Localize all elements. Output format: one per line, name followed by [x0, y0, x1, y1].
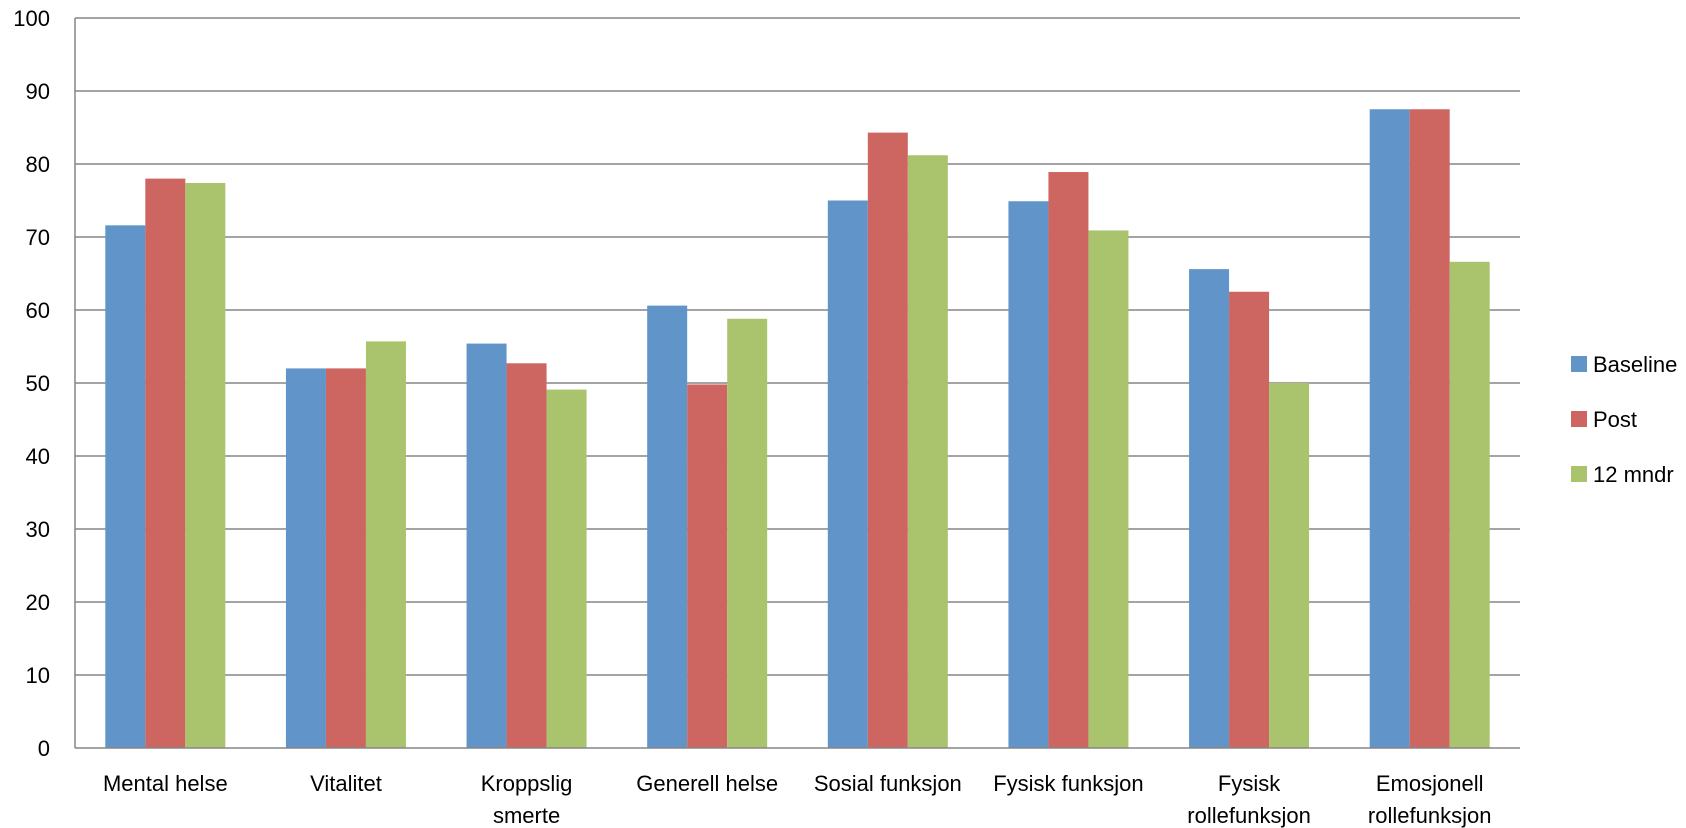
x-tick-label: smerte — [493, 803, 560, 828]
bar-post — [325, 368, 366, 748]
axes — [74, 18, 1520, 749]
y-tick-label: 20 — [26, 590, 50, 615]
bar-12-mndr — [1449, 261, 1490, 748]
bar-post — [1048, 172, 1089, 748]
y-tick-label: 90 — [26, 79, 50, 104]
y-tick-label: 50 — [26, 371, 50, 396]
x-tick-label: Fysisk funksjon — [993, 771, 1143, 796]
legend-label: Baseline — [1593, 352, 1677, 377]
bar-baseline — [647, 305, 688, 748]
bar-post — [506, 363, 547, 748]
x-tick-label: Sosial funksjon — [814, 771, 962, 796]
bar-baseline — [466, 343, 507, 748]
x-tick-label: Mental helse — [103, 771, 228, 796]
y-tick-label: 70 — [26, 225, 50, 250]
bar-baseline — [1008, 201, 1049, 749]
bar-baseline — [285, 368, 326, 748]
bar-12-mndr — [546, 389, 587, 748]
legend-swatch — [1571, 411, 1587, 427]
bars — [105, 109, 1490, 749]
bar-baseline — [1189, 269, 1230, 748]
bar-post — [145, 178, 186, 749]
y-tick-label: 60 — [26, 298, 50, 323]
bar-post — [1409, 109, 1450, 748]
y-tick-label: 100 — [13, 6, 50, 31]
x-tick-label: rollefunksjon — [1187, 803, 1311, 828]
y-tick-label: 10 — [26, 663, 50, 688]
bar-post — [867, 132, 908, 749]
x-axis-tick-labels: Mental helse Vitalitet Kroppslig smerte Gene… — [103, 771, 1492, 828]
bar-12-mndr — [727, 318, 768, 748]
legend-swatch — [1571, 466, 1587, 482]
x-tick-label: rollefunksjon — [1368, 803, 1492, 828]
legend-swatch — [1571, 356, 1587, 372]
bar-post — [687, 384, 728, 748]
y-axis-tick-labels: 0 10 20 30 40 50 60 70 80 90 100 — [13, 6, 50, 761]
bar-12-mndr — [907, 155, 948, 749]
x-tick-label: Fysisk — [1218, 771, 1281, 796]
x-tick-label: Emosjonell — [1376, 771, 1484, 796]
legend-label: 12 mndr — [1593, 462, 1674, 487]
bar-12-mndr — [365, 341, 406, 748]
legend-label: Post — [1593, 407, 1637, 432]
bar-baseline — [105, 225, 146, 748]
y-tick-label: 40 — [26, 444, 50, 469]
bar-12-mndr — [185, 182, 226, 749]
bar-12-mndr — [1269, 383, 1310, 748]
bar-12-mndr — [1088, 230, 1129, 748]
legend: Baseline Post 12 mndr — [1571, 352, 1677, 487]
x-tick-label: Generell helse — [636, 771, 778, 796]
y-tick-label: 30 — [26, 517, 50, 542]
y-tick-label: 80 — [26, 152, 50, 177]
x-tick-label: Vitalitet — [310, 771, 382, 796]
bar-baseline — [1369, 109, 1410, 748]
y-tick-label: 0 — [38, 736, 50, 761]
x-tick-label: Kroppslig — [481, 771, 573, 796]
bar-post — [1229, 291, 1270, 748]
bar-baseline — [827, 200, 868, 748]
